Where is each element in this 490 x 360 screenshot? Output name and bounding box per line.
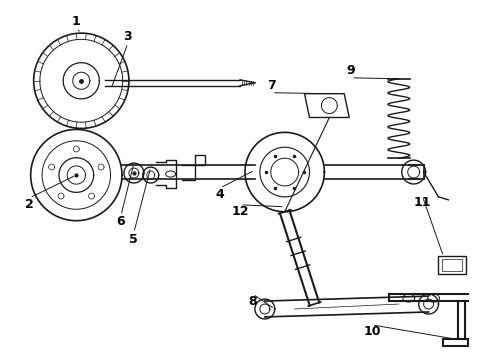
Text: 4: 4 (216, 188, 224, 201)
Text: 1: 1 (72, 15, 81, 28)
Text: 10: 10 (363, 325, 381, 338)
Text: 2: 2 (25, 198, 34, 211)
Text: 9: 9 (347, 64, 355, 77)
Text: 11: 11 (414, 196, 431, 209)
Text: 7: 7 (268, 79, 276, 92)
Text: 8: 8 (248, 294, 257, 307)
Text: 3: 3 (123, 30, 132, 42)
Text: 6: 6 (117, 215, 125, 228)
Text: 12: 12 (231, 205, 249, 218)
Text: 5: 5 (129, 233, 138, 246)
